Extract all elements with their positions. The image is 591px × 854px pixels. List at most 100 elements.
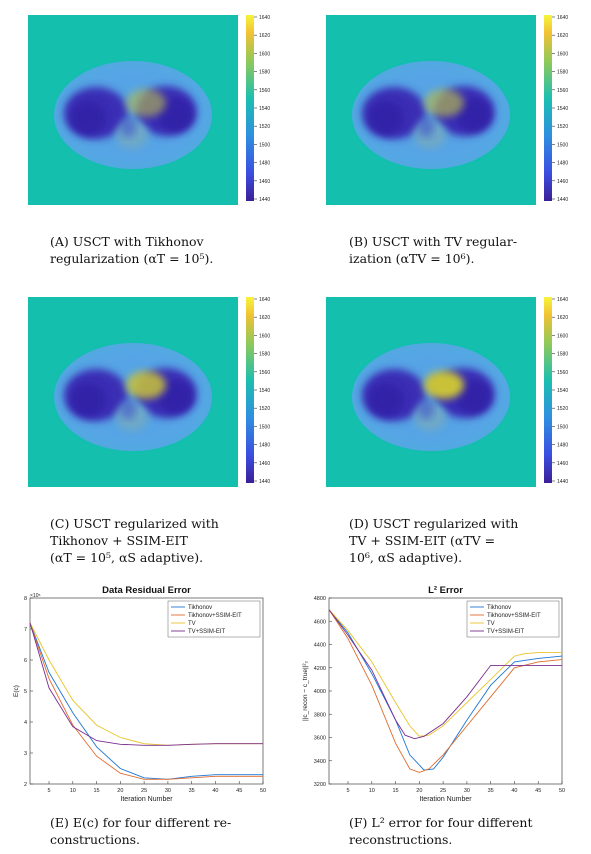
- colorbar-tick-label: 1500: [557, 424, 568, 430]
- colorbar-tick-label: 1520: [259, 124, 270, 130]
- x-tick-label: 10: [369, 788, 375, 794]
- caption-f: (F) L² error for four different reconstr…: [349, 815, 533, 847]
- colorbar-tick-label: 1480: [259, 161, 270, 167]
- x-tick-label: 50: [559, 788, 565, 794]
- colorbar-tick-label: 1460: [557, 179, 568, 185]
- colorbar-tick-label: 1620: [557, 33, 568, 39]
- y-tick-label: 4000: [314, 689, 326, 695]
- colorbar-tick-label: 1540: [259, 106, 270, 112]
- legend-entry: Tikhonov: [188, 605, 212, 611]
- caption-b: (B) USCT with TV regular- ization (αTV =…: [349, 234, 518, 266]
- colorbar-tick-label: 1480: [557, 443, 568, 449]
- figure-d-image: 1640 1620 1600 1580 1560 1540 1520 1500 1480 1460…: [326, 297, 591, 491]
- series-line-2: [328, 609, 562, 737]
- y-tick-label: 7: [24, 627, 27, 633]
- y-tick-label: 4400: [314, 643, 326, 649]
- series-line-3: [29, 622, 263, 746]
- colorbar-tick-label: 1580: [557, 352, 568, 358]
- y-axis-label: E(c): [13, 685, 20, 697]
- x-tick-label: 40: [212, 788, 218, 794]
- colorbar-tick-label: 1580: [259, 352, 270, 358]
- colorbar-tick-label: 1540: [557, 106, 568, 112]
- colorbar-tick-label: 1580: [557, 70, 568, 76]
- colorbar: [544, 15, 552, 201]
- series-line-1: [29, 622, 263, 780]
- colorbar-tick-label: 1480: [259, 443, 270, 449]
- colorbar: [544, 297, 552, 483]
- y-tick-label: 6: [24, 658, 27, 664]
- figure-c-image: 1640 1620 1600 1580 1560 1540 1520 1500 1480 1460…: [28, 297, 300, 491]
- y-tick-label: 3: [24, 751, 27, 757]
- series-line-3: [328, 609, 562, 740]
- colorbar-ticks: 1640 1620 1600 1580 1560 1540 1520 1500 1480 1460…: [254, 15, 270, 203]
- colorbar-tick-label: 1540: [557, 388, 568, 394]
- colorbar-tick-label: 1500: [557, 142, 568, 148]
- colorbar-tick-label: 1500: [259, 142, 270, 148]
- colorbar-tick-label: 1580: [259, 70, 270, 76]
- colorbar-tick-label: 1620: [259, 33, 270, 39]
- x-tick-label: 45: [236, 788, 242, 794]
- colorbar-tick-label: 1640: [259, 297, 270, 303]
- heart-region: [424, 89, 464, 117]
- heart-region: [126, 89, 166, 117]
- chart-title: L² Error: [428, 585, 463, 596]
- y-tick-label: 3200: [314, 782, 326, 788]
- x-tick-label: 35: [189, 788, 195, 794]
- y-tick-label: 4: [24, 720, 27, 726]
- x-tick-label: 45: [535, 788, 541, 794]
- colorbar-tick-label: 1500: [259, 424, 270, 430]
- colorbar-tick-label: 1440: [259, 479, 270, 485]
- y-tick-label: 2: [24, 782, 27, 788]
- x-tick-label: 15: [393, 788, 399, 794]
- colorbar-tick-label: 1620: [259, 315, 270, 321]
- colorbar-tick-label: 1640: [557, 15, 568, 21]
- colorbar-tick-label: 1540: [259, 388, 270, 394]
- heart-region: [126, 371, 166, 399]
- legend-entry: Tikhonov: [487, 605, 511, 611]
- colorbar-ticks: 1640 1620 1600 1580 1560 1540 1520 1500 1480 1460…: [254, 297, 270, 485]
- colorbar-ticks: 1640 1620 1600 1580 1560 1540 1520 1500 1480 1460…: [552, 15, 568, 203]
- colorbar-tick-label: 1560: [557, 370, 568, 376]
- legend-entry: Tikhonov+SSIM-EIT: [188, 613, 242, 619]
- colorbar-tick-label: 1560: [557, 88, 568, 94]
- legend-entry: TV+SSIM-EIT: [487, 629, 525, 635]
- colorbar-tick-label: 1480: [557, 161, 568, 167]
- colorbar-tick-label: 1600: [557, 51, 568, 57]
- caption-a: (A) USCT with Tikhonov regularization (α…: [50, 234, 214, 266]
- x-tick-label: 35: [488, 788, 494, 794]
- x-tick-label: 25: [141, 788, 147, 794]
- colorbar: [246, 297, 254, 483]
- chart-title: Data Residual Error: [102, 585, 191, 596]
- x-tick-label: 40: [511, 788, 517, 794]
- x-axis-label: Iteration Number: [120, 796, 173, 803]
- y-tick-label: 3400: [314, 759, 326, 765]
- colorbar-tick-label: 1460: [557, 461, 568, 467]
- colorbar-tick-label: 1640: [259, 15, 270, 21]
- x-tick-label: 30: [464, 788, 470, 794]
- colorbar-tick-label: 1520: [557, 406, 568, 412]
- series-line-0: [29, 622, 263, 780]
- colorbar-tick-label: 1620: [557, 315, 568, 321]
- colorbar-tick-label: 1460: [259, 461, 270, 467]
- colorbar-tick-label: 1440: [557, 197, 568, 203]
- x-tick-label: 10: [70, 788, 76, 794]
- heart-region: [424, 371, 464, 399]
- figure-a-image: 1640 1620 1600 1580 1560 1540 1520 1500 1480 1460…: [28, 15, 300, 209]
- colorbar-tick-label: 1560: [259, 88, 270, 94]
- series-line-0: [328, 609, 563, 771]
- x-tick-label: 5: [47, 788, 50, 794]
- caption-d: (D) USCT regularized with TV + SSIM-EIT …: [349, 516, 519, 565]
- x-axis-label: Iteration Number: [419, 796, 472, 803]
- y-tick-label: 8: [24, 596, 27, 602]
- caption-c: (C) USCT regularized with Tikhonov + SSI…: [50, 516, 219, 565]
- y-exponent-label: ×10⁵: [30, 593, 41, 599]
- legend-entry: TV+SSIM-EIT: [188, 629, 226, 635]
- y-tick-label: 4800: [314, 596, 326, 602]
- legend-entry: TV: [188, 621, 196, 627]
- caption-e: (E) E(c) for four different re- construc…: [50, 815, 232, 847]
- colorbar-tick-label: 1520: [259, 406, 270, 412]
- x-tick-label: 20: [117, 788, 123, 794]
- legend-entry: TV: [487, 621, 495, 627]
- y-tick-label: 5: [24, 689, 27, 695]
